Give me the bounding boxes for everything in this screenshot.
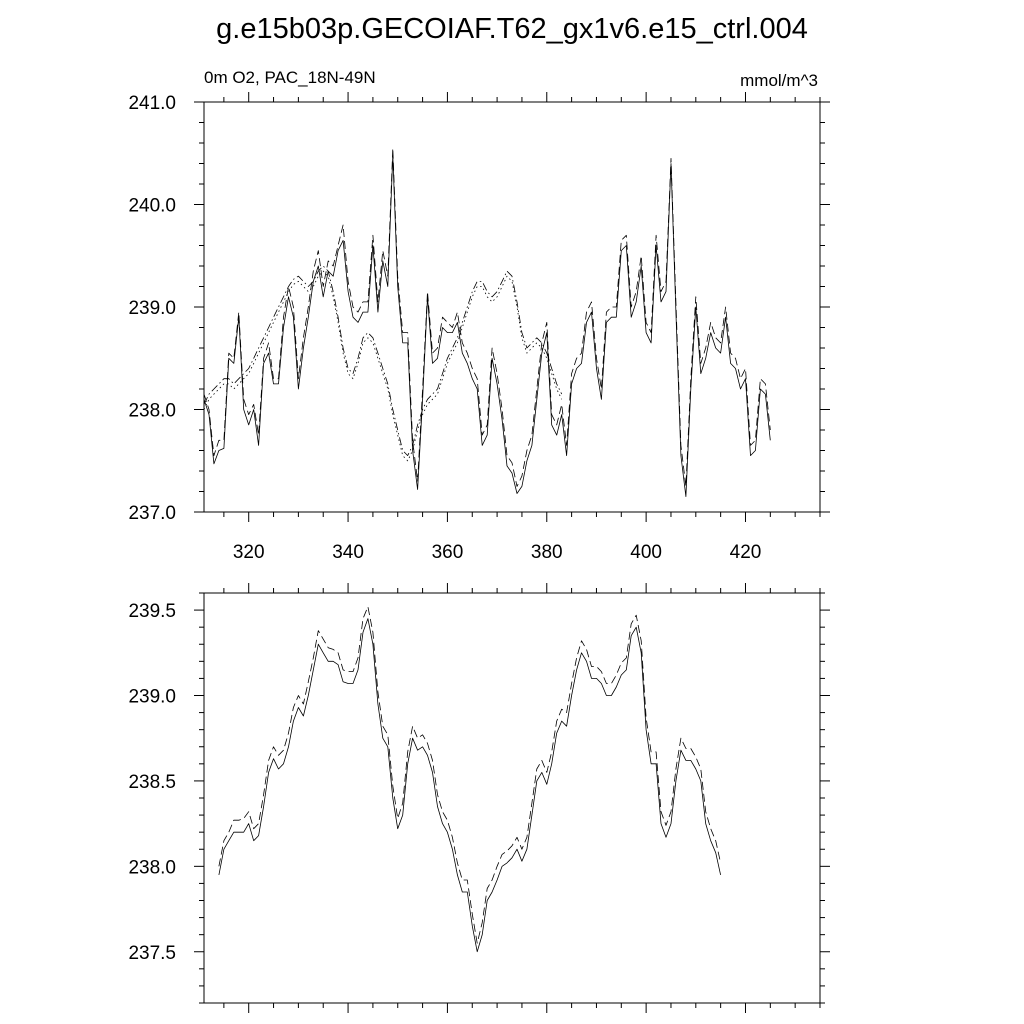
top-y-tick-label: 239.0 — [128, 298, 176, 319]
top-y-tick-labels: 237.0 238.0 239.0 240.0 241.0 — [128, 93, 176, 524]
bottom-y-tick-label: 239.5 — [128, 601, 176, 622]
top-x-tick-label: 360 — [432, 542, 464, 563]
bottom-y-tick-label: 239.0 — [128, 687, 176, 708]
top-panel: 0m O2, PAC_18N-49N mmol/m^3 237.0238.023… — [128, 68, 830, 563]
top-x-tick-label: 380 — [531, 542, 563, 563]
bottom-y-tick-labels: 237.5 238.0 238.5 239.0 239.5 — [128, 601, 176, 964]
top-y-tick-label: 237.0 — [128, 503, 176, 524]
top-series-line-3 — [203, 270, 563, 462]
top-x-tick-label: 340 — [332, 542, 364, 563]
top-y-tick-label: 240.0 — [128, 196, 176, 217]
top-x-tick-label: 400 — [630, 542, 662, 563]
top-series-group — [203, 147, 771, 498]
top-x-tick-label: 320 — [233, 542, 265, 563]
bottom-y-tick-label: 237.5 — [128, 943, 176, 964]
top-tick-marks — [194, 92, 830, 522]
figure-title: g.e15b03p.GECOIAF.T62_gx1v6.e15_ctrl.004 — [216, 13, 808, 45]
top-y-tick-label: 238.0 — [128, 401, 176, 422]
bottom-panel: 237.5 238.0 238.5 239.0 239.5 — [128, 583, 830, 1013]
subtitle-right: mmol/m^3 — [740, 71, 818, 90]
top-series-line-4 — [203, 265, 563, 457]
bottom-series-line-1 — [218, 618, 721, 953]
top-y-tick-label: 241.0 — [128, 93, 176, 114]
top-plot-frame — [203, 101, 821, 513]
bottom-series-line-2 — [218, 606, 721, 944]
top-series-line-2 — [203, 147, 771, 487]
subtitle-left: 0m O2, PAC_18N-49N — [204, 68, 376, 87]
bottom-y-tick-label: 238.5 — [128, 772, 176, 793]
top-series-line-1 — [203, 154, 771, 498]
bottom-series-group — [218, 606, 721, 953]
bottom-tick-marks — [194, 583, 830, 1013]
top-x-tick-labels: 320 340 360 380 400 420 — [233, 542, 761, 563]
bottom-y-tick-label: 238.0 — [128, 857, 176, 878]
top-x-tick-label: 420 — [730, 542, 762, 563]
bottom-plot-frame — [203, 592, 821, 1004]
